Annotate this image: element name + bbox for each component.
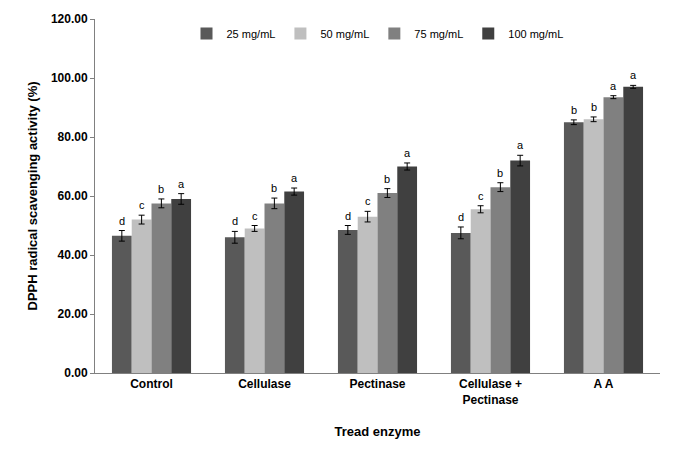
svg-text:60.00: 60.00 (58, 189, 88, 203)
svg-text:40.00: 40.00 (58, 248, 88, 262)
svg-text:80.00: 80.00 (58, 130, 88, 144)
svg-text:d: d (345, 210, 351, 222)
svg-text:a: a (610, 80, 617, 92)
svg-text:b: b (384, 173, 390, 185)
svg-text:b: b (271, 182, 277, 194)
svg-text:100 mg/mL: 100 mg/mL (508, 28, 563, 40)
svg-text:DPPH radical scavenging activi: DPPH radical scavenging activity (%) (25, 81, 40, 310)
svg-text:b: b (591, 101, 597, 113)
svg-text:c: c (478, 190, 484, 202)
svg-text:b: b (571, 104, 577, 116)
svg-text:a: a (517, 139, 524, 151)
svg-text:Pectinase: Pectinase (349, 377, 405, 391)
svg-text:50 mg/mL: 50 mg/mL (320, 28, 369, 40)
svg-text:c: c (252, 210, 258, 222)
svg-text:0.00: 0.00 (64, 366, 88, 380)
svg-text:d: d (119, 215, 125, 227)
svg-text:75 mg/mL: 75 mg/mL (414, 28, 463, 40)
svg-text:b: b (497, 167, 503, 179)
svg-text:Tread enzyme: Tread enzyme (335, 424, 421, 439)
svg-text:a: a (291, 172, 298, 184)
svg-text:Cellulase +Pectinase: Cellulase +Pectinase (459, 377, 522, 407)
svg-text:d: d (458, 211, 464, 223)
svg-text:b: b (158, 183, 164, 195)
svg-text:c: c (139, 199, 145, 211)
svg-text:100.00: 100.00 (51, 71, 88, 85)
svg-text:a: a (178, 178, 185, 190)
svg-text:Control: Control (130, 377, 173, 391)
svg-text:c: c (365, 195, 371, 207)
svg-text:a: a (630, 69, 637, 81)
svg-text:120.00: 120.00 (51, 12, 88, 26)
svg-text:A A: A A (594, 377, 614, 391)
svg-text:a: a (404, 147, 411, 159)
svg-text:Cellulase: Cellulase (238, 377, 291, 391)
svg-text:25 mg/mL: 25 mg/mL (227, 28, 276, 40)
svg-text:20.00: 20.00 (58, 307, 88, 321)
svg-text:d: d (232, 215, 238, 227)
